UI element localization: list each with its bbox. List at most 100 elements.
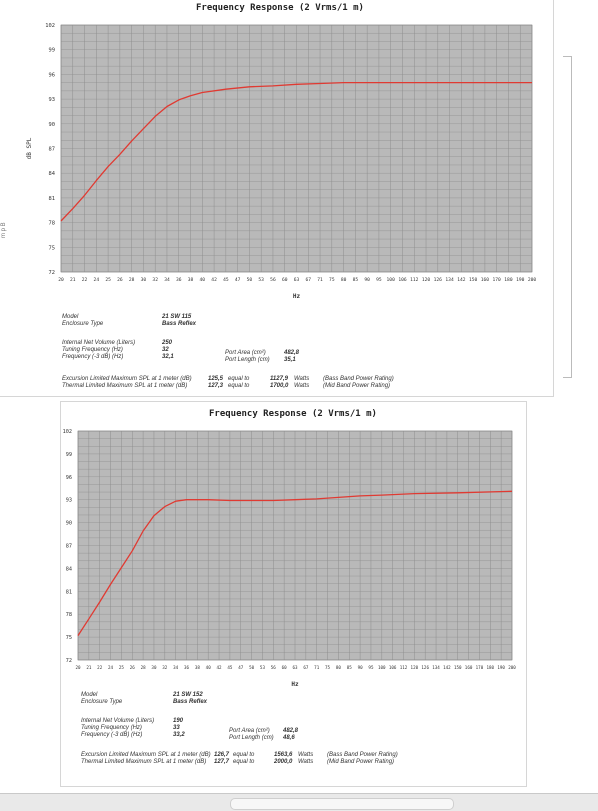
model-label: Model bbox=[81, 692, 98, 698]
y-axis-label: dB SPL bbox=[26, 137, 33, 159]
equal-to-label: equal to bbox=[228, 376, 250, 382]
y-tick-label: 90 bbox=[66, 521, 72, 527]
tuning-label: Tuning Frequency (Hz) bbox=[81, 725, 142, 731]
scrollbar-thumb[interactable] bbox=[230, 798, 454, 810]
x-tick-label: 170 bbox=[476, 665, 484, 670]
x-tick-label: 50 bbox=[247, 277, 253, 283]
x-tick-label: 32 bbox=[162, 665, 168, 670]
y-tick-label: 96 bbox=[66, 475, 72, 481]
y-tick-label: 99 bbox=[66, 452, 72, 458]
x-tick-label: 47 bbox=[238, 665, 244, 670]
chart-card-2: Frequency Response (2 Vrms/1 m) 20 21 22 24 2… bbox=[60, 401, 527, 787]
x-tick-label: 26 bbox=[130, 665, 136, 670]
x-tick-label: 95 bbox=[376, 277, 382, 283]
x-tick-label: 26 bbox=[117, 277, 123, 283]
x-tick-label: 25 bbox=[105, 277, 111, 283]
tuning-value: 33 bbox=[173, 725, 180, 731]
volume-value: 250 bbox=[162, 340, 173, 346]
x-tick-label: 126 bbox=[434, 277, 443, 283]
enclosure-value: Bass Reflex bbox=[162, 321, 197, 327]
equal-to-label: equal to bbox=[233, 759, 255, 765]
x-tick-label: 120 bbox=[411, 665, 419, 670]
y-tick-label: 90 bbox=[49, 122, 56, 128]
x-tick-label: 134 bbox=[445, 277, 454, 283]
model-label: Model bbox=[62, 314, 79, 320]
thermal-label: Thermal Limited Maximum SPL at 1 meter (… bbox=[81, 759, 207, 765]
x-tick-label: 142 bbox=[443, 665, 451, 670]
x-tick-label: 30 bbox=[151, 665, 157, 670]
x-tick-label: 67 bbox=[306, 277, 312, 283]
x-tick-label: 45 bbox=[223, 277, 229, 283]
x-tick-label: 160 bbox=[465, 665, 473, 670]
tuning-value: 32 bbox=[162, 347, 169, 353]
thermal-spl-value: 127,3 bbox=[208, 383, 224, 389]
volume-label: Internal Net Volume (Liters) bbox=[81, 718, 155, 724]
x-tick-label: 42 bbox=[211, 277, 217, 283]
chart-title: Frequency Response (2 Vrms/1 m) bbox=[196, 3, 364, 13]
x-tick-label: 90 bbox=[364, 277, 370, 283]
excursion-spl-value: 125,5 bbox=[208, 376, 224, 382]
excursion-label: Excursion Limited Maximum SPL at 1 meter… bbox=[62, 376, 192, 382]
excursion-label: Excursion Limited Maximum SPL at 1 meter… bbox=[81, 752, 211, 758]
excursion-spl-value: 126,7 bbox=[214, 752, 230, 758]
x-tick-label: 38 bbox=[195, 665, 201, 670]
x-tick-label: 28 bbox=[129, 277, 135, 283]
model-value: 21 SW 115 bbox=[162, 314, 192, 320]
f3-value: 33,2 bbox=[173, 732, 185, 738]
x-tick-label: 142 bbox=[457, 277, 466, 283]
x-tick-label: 100 bbox=[378, 665, 386, 670]
bottom-toolbar bbox=[0, 793, 598, 811]
enclosure-label: Enclosure Type bbox=[62, 321, 104, 327]
x-tick-label: 160 bbox=[481, 277, 490, 283]
y-tick-label: 84 bbox=[66, 566, 72, 572]
y-tick-label: 81 bbox=[66, 589, 72, 595]
equal-to-label: equal to bbox=[233, 752, 255, 758]
thermal-watts-value: 2000,0 bbox=[274, 759, 293, 765]
volume-value: 190 bbox=[173, 718, 184, 724]
excursion-watts-value: 1127,9 bbox=[270, 376, 288, 382]
watts-label: Watts bbox=[298, 759, 314, 765]
x-tick-label: 24 bbox=[94, 277, 100, 283]
x-tick-label: 71 bbox=[317, 277, 323, 283]
spec-block-2: Model 21 SW 152 Enclosure Type Bass Refl… bbox=[81, 692, 521, 772]
x-tick-label: 40 bbox=[200, 277, 206, 283]
model-value: 21 SW 152 bbox=[173, 692, 203, 698]
x-tick-label: 150 bbox=[469, 277, 478, 283]
x-tick-label: 53 bbox=[260, 665, 266, 670]
response-curve bbox=[77, 490, 513, 636]
x-tick-label: 53 bbox=[258, 277, 264, 283]
x-tick-label: 34 bbox=[164, 277, 170, 283]
x-tick-label: 112 bbox=[410, 277, 419, 283]
y-tick-label: 81 bbox=[49, 196, 56, 202]
y-tick-label: 96 bbox=[49, 72, 56, 78]
port-length-value: 48,6 bbox=[283, 735, 295, 741]
x-tick-label: 36 bbox=[176, 277, 182, 283]
frequency-response-chart-2: Frequency Response (2 Vrms/1 m) 20 21 22 24 2… bbox=[63, 409, 517, 688]
y-tick-label: 102 bbox=[45, 23, 55, 29]
port-length-value: 35,1 bbox=[284, 357, 296, 363]
bass-band-note: (Bass Band Power Rating) bbox=[323, 376, 394, 382]
x-axis-label: Hz bbox=[291, 681, 299, 688]
x-tick-label: 21 bbox=[70, 277, 76, 283]
x-axis-label: Hz bbox=[293, 293, 301, 300]
x-tick-label: 56 bbox=[270, 277, 276, 283]
x-tick-label: 180 bbox=[487, 665, 495, 670]
x-tick-label: 150 bbox=[454, 665, 462, 670]
side-text: m p B bbox=[1, 222, 7, 238]
port-length-label: Port Length (cm) bbox=[229, 735, 274, 741]
mid-band-note: (Mid Band Power Rating) bbox=[323, 383, 391, 389]
port-area-label: Port Area (cm²) bbox=[225, 350, 266, 356]
x-tick-label: 85 bbox=[353, 277, 359, 283]
y-tick-label: 87 bbox=[49, 147, 56, 153]
x-tick-label: 60 bbox=[282, 277, 288, 283]
x-tick-label: 134 bbox=[432, 665, 440, 670]
watts-label: Watts bbox=[294, 383, 310, 389]
x-tick-label: 56 bbox=[271, 665, 277, 670]
x-tick-label: 63 bbox=[292, 665, 298, 670]
x-tick-label: 75 bbox=[329, 277, 335, 283]
x-tick-label: 71 bbox=[314, 665, 320, 670]
x-tick-label: 34 bbox=[173, 665, 179, 670]
x-tick-label: 63 bbox=[294, 277, 300, 283]
y-tick-label: 72 bbox=[66, 658, 72, 664]
x-tick-label: 25 bbox=[119, 665, 125, 670]
